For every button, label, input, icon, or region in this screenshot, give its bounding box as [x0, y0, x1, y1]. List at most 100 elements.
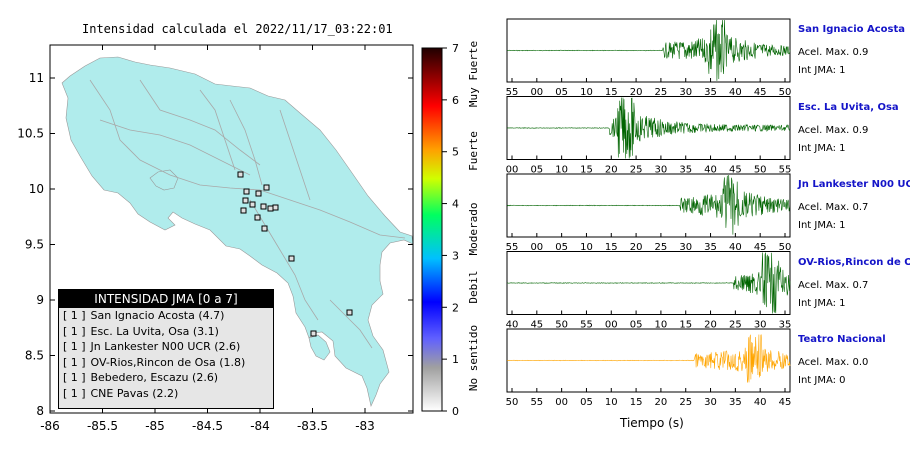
legend-row: [ 1 ] Esc. La Uvita, Osa (3.1) — [59, 324, 273, 340]
lon-tick-label: -83.5 — [297, 419, 328, 433]
time-tick-label: 55 — [506, 87, 519, 98]
trace-max-accel: Acel. Max. 0.7 — [798, 279, 869, 291]
time-tick-label: 25 — [655, 87, 668, 98]
trace-waveform — [506, 97, 791, 159]
colorbar-category-label: No sentido — [467, 325, 480, 391]
colorbar-category-label: Muy Fuerte — [467, 41, 480, 107]
lon-tick-label: -84 — [250, 419, 270, 433]
time-tick-label: 05 — [580, 397, 593, 408]
time-tick-label: 40 — [704, 165, 717, 176]
trace-waveform — [506, 252, 791, 314]
time-tick-label: 05 — [555, 242, 568, 253]
trace-frame — [506, 251, 791, 315]
time-tick-label: 10 — [605, 397, 618, 408]
legend-station: CNE Pavas (2.2) — [87, 386, 179, 400]
time-tick-label: 55 — [580, 320, 593, 331]
seismogram-trace: 55 00 05 10 15 20 25 30 35 40 45 50 — [506, 173, 792, 253]
trace-max-accel: Acel. Max. 0.9 — [798, 124, 869, 136]
lat-tick-label: 9 — [36, 293, 44, 307]
lat-tick-label: 8 — [36, 404, 44, 418]
time-tick-label: 45 — [530, 320, 543, 331]
time-tick-label: 50 — [506, 397, 519, 408]
trace-station-name: OV-Rios,Rincon de Osa — [798, 256, 910, 268]
time-tick-label: 15 — [605, 87, 618, 98]
legend-title: INTENSIDAD JMA [0 a 7] — [59, 290, 273, 308]
map-axes: 11 10.5 10 9.5 9 8.5 8-86 -85.5 -85 -84.5 -84 -83.5… — [17, 45, 413, 433]
legend-station: OV-Rios,Rincon de Osa (1.8) — [87, 355, 246, 369]
legend-rows: [ 1 ] San Ignacio Acosta (4.7)[ 1 ] Esc.… — [59, 308, 273, 401]
time-tick-label: 10 — [655, 320, 668, 331]
time-tick-label: 30 — [679, 87, 692, 98]
time-tick-label: 45 — [754, 87, 767, 98]
time-tick-label: 10 — [580, 242, 593, 253]
time-tick-label: 35 — [779, 320, 792, 331]
lon-tick-label: -85 — [145, 419, 165, 433]
time-tick-label: 30 — [679, 242, 692, 253]
time-tick-label: 35 — [729, 397, 742, 408]
trace-frame — [506, 328, 791, 393]
time-tick-label: 55 — [506, 242, 519, 253]
colorbar-tick-label: 0 — [452, 405, 459, 418]
trace-frame — [506, 18, 791, 83]
trace-station-name: Esc. La Uvita, Osa — [798, 101, 899, 113]
colorbar-axis: 0 1 2 3 4 5 6 7 No sentido Debil Moderado Fuerte Muy… — [442, 41, 480, 418]
intensity-legend: INTENSIDAD JMA [0 a 7] [ 1 ] San Ignacio… — [58, 289, 274, 409]
time-tick-label: 10 — [555, 165, 568, 176]
time-tick-label: 35 — [679, 165, 692, 176]
seismogram-trace: 00 05 10 15 20 25 30 35 40 45 50 55 — [506, 96, 791, 176]
time-tick-label: 50 — [754, 165, 767, 176]
legend-level: [ 1 ] — [63, 371, 86, 384]
lat-tick-label: 11 — [29, 71, 44, 85]
lat-tick-label: 9.5 — [25, 238, 44, 252]
time-tick-label: 55 — [530, 397, 543, 408]
trace-jma-intensity: Int JMA: 1 — [798, 142, 846, 154]
station-markers — [237, 171, 353, 337]
lon-tick-label: -83 — [355, 419, 375, 433]
time-tick-label: 30 — [754, 320, 767, 331]
trace-max-accel: Acel. Max. 0.0 — [798, 357, 869, 368]
time-tick-label: 15 — [679, 320, 692, 331]
trace-station-name: Teatro Nacional — [798, 334, 886, 345]
trace-jma-intensity: Int JMA: 1 — [798, 65, 846, 76]
time-tick-label: 00 — [530, 87, 543, 98]
legend-station: Jn Lankester N00 UCR (2.6) — [87, 340, 241, 353]
legend-row: [ 1 ] San Ignacio Acosta (4.7) — [59, 308, 273, 324]
time-tick-label: 25 — [655, 242, 668, 253]
time-tick-label: 15 — [605, 242, 618, 253]
time-tick-label: 20 — [605, 165, 618, 176]
map-title: Intensidad calculada el 2022/11/17_03:22… — [82, 22, 393, 36]
legend-row: [ 1 ] OV-Rios,Rincon de Osa (1.8) — [59, 355, 273, 371]
legend-station: Bebedero, Escazu (2.6) — [87, 371, 219, 384]
trace-jma-intensity: Int JMA: 1 — [798, 297, 846, 309]
legend-row: [ 1 ] CNE Pavas (2.2) — [59, 386, 273, 402]
time-tick-label: 45 — [729, 165, 742, 176]
legend-row: [ 1 ] Bebedero, Escazu (2.6) — [59, 370, 273, 386]
time-tick-label: 05 — [530, 165, 543, 176]
colorbar-category-label: Debil — [467, 270, 480, 303]
time-tick-label: 30 — [655, 165, 668, 176]
legend-level: [ 1 ] — [63, 355, 86, 369]
time-tick-label: 20 — [630, 242, 643, 253]
time-tick-label: 45 — [779, 397, 792, 408]
osa-peninsula — [308, 334, 331, 361]
time-tick-label: 20 — [704, 320, 717, 331]
time-tick-label: 15 — [580, 165, 593, 176]
lon-tick-label: -85.5 — [87, 419, 118, 433]
time-tick-label: 00 — [506, 165, 519, 176]
intensity-map-panel: Intensidad calculada el 2022/11/17_03:22… — [17, 22, 480, 433]
time-tick-label: 00 — [605, 320, 618, 331]
colorbar-tick-label: 7 — [452, 42, 459, 55]
legend-level: [ 1 ] — [63, 309, 86, 322]
time-tick-label: 50 — [779, 87, 792, 98]
trace-jma-intensity: Int JMA: 1 — [798, 220, 846, 231]
time-tick-label: 05 — [555, 87, 568, 98]
time-tick-label: 50 — [779, 242, 792, 253]
legend-level: [ 1 ] — [63, 340, 86, 353]
legend-level: [ 1 ] — [63, 386, 86, 400]
trace-waveform — [506, 334, 791, 383]
time-tick-label: 40 — [729, 242, 742, 253]
colorbar-tick-label: 2 — [452, 301, 459, 314]
time-tick-label: 40 — [729, 87, 742, 98]
time-tick-label: 20 — [630, 87, 643, 98]
time-tick-label: 35 — [704, 242, 717, 253]
